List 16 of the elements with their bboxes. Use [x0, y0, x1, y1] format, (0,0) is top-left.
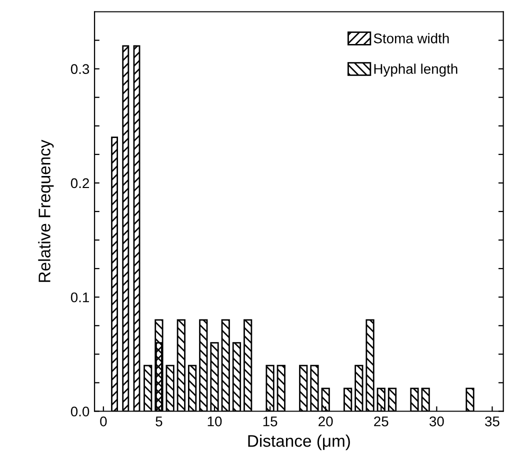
y-tick-label: 0.1	[70, 292, 89, 302]
x-tick-label: 0	[100, 416, 107, 426]
x-axis-title: Distance (μm)	[248, 434, 350, 450]
x-tick-label: 10	[208, 416, 222, 426]
x-tick-label: 30	[429, 416, 444, 426]
y-axis-title: Relative Frequency	[38, 140, 54, 282]
x-tick-label: 25	[374, 416, 388, 426]
y-tick-label: 0.2	[70, 178, 89, 188]
legend-label: Hyphal length	[374, 64, 458, 77]
x-tick-label: 20	[318, 416, 333, 426]
legend-label: Stoma width	[374, 33, 449, 44]
x-tick-label: 15	[263, 416, 278, 426]
x-tick-label: 5	[156, 416, 162, 426]
x-tick-label: 35	[485, 416, 500, 426]
y-tick-label: 0.3	[70, 64, 90, 74]
y-tick-label: 0.0	[70, 406, 90, 416]
